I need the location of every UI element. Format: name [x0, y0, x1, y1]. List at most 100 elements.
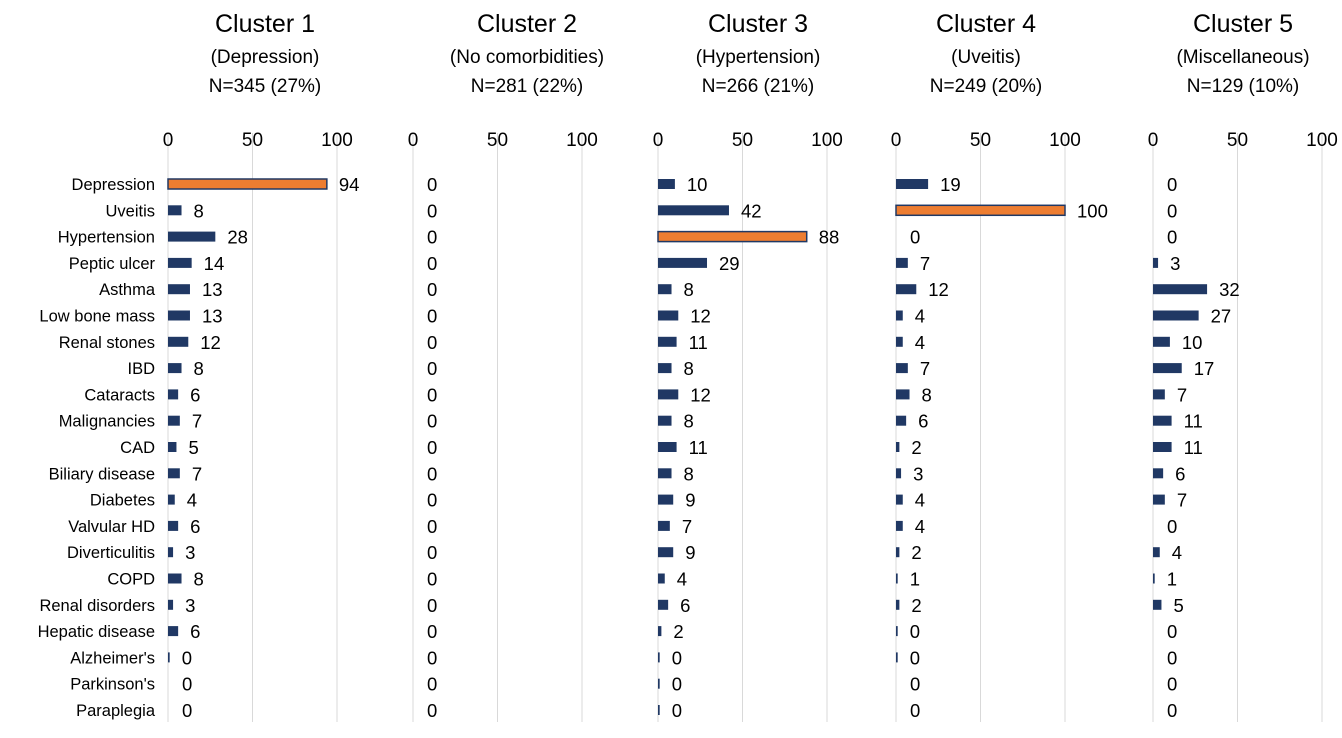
data-label: 9 [685, 490, 695, 511]
data-label: 12 [200, 332, 221, 353]
data-label: 3 [1170, 253, 1180, 274]
data-label: 0 [910, 621, 920, 642]
bar [168, 626, 179, 637]
data-label: 3 [185, 595, 195, 616]
data-label: 0 [910, 647, 920, 668]
bar [168, 547, 174, 558]
highlight-bar [167, 178, 328, 190]
data-label: 5 [188, 437, 198, 458]
category-label: Alzheimer's [70, 649, 155, 667]
data-label: 6 [918, 411, 928, 432]
category-label: Diverticulitis [67, 544, 155, 562]
highlight-bar [657, 230, 808, 243]
x-tick-label: 100 [321, 130, 353, 151]
bar [658, 442, 677, 452]
data-label: 7 [1177, 490, 1187, 511]
data-label: 11 [1184, 437, 1203, 458]
data-label: 17 [1194, 358, 1215, 379]
data-label: 8 [194, 569, 204, 590]
data-label: 0 [427, 542, 437, 563]
panel-n-label: N=281 (22%) [471, 76, 583, 97]
x-tick-label: 100 [811, 130, 843, 151]
data-label: 12 [928, 279, 949, 300]
data-label: 7 [682, 516, 692, 537]
bar [896, 415, 907, 426]
data-label: 0 [1167, 700, 1177, 721]
data-label: 10 [687, 174, 708, 195]
data-label: 0 [427, 595, 437, 616]
data-label: 0 [1167, 516, 1177, 537]
data-label: 0 [1167, 647, 1177, 668]
bar [658, 205, 729, 216]
bar [1153, 257, 1159, 268]
bar [896, 284, 917, 295]
bar [896, 652, 898, 663]
data-label: 0 [1167, 674, 1177, 695]
data-label: 11 [1184, 411, 1203, 432]
panel-title: Cluster 2 [477, 10, 577, 38]
data-label: 4 [915, 306, 925, 327]
bar [1153, 415, 1172, 426]
data-label: 0 [672, 700, 682, 721]
bar [896, 179, 929, 189]
bar [896, 520, 903, 531]
bar [1153, 284, 1208, 295]
bar [658, 284, 672, 295]
x-tick-label: 50 [970, 130, 991, 151]
data-label: 0 [672, 647, 682, 668]
data-label: 0 [427, 384, 437, 405]
data-label: 0 [427, 700, 437, 721]
bar [1153, 336, 1170, 347]
category-label: Low bone mass [39, 308, 155, 326]
data-label: 8 [684, 279, 694, 300]
x-tick-label: 50 [732, 130, 753, 151]
bar [168, 231, 216, 242]
highlight-bar [895, 204, 1066, 217]
data-label: 0 [1167, 174, 1177, 195]
bar [1153, 547, 1160, 558]
bar [168, 520, 179, 531]
data-label: 13 [202, 279, 223, 300]
data-label: 0 [427, 332, 437, 353]
data-label: 32 [1219, 279, 1240, 300]
bar [658, 336, 677, 347]
bar [168, 284, 190, 295]
data-label: 0 [910, 700, 920, 721]
bar [658, 415, 672, 426]
data-label: 0 [1167, 621, 1177, 642]
data-label: 100 [1077, 200, 1108, 221]
x-tick-label: 0 [891, 130, 902, 151]
x-tick-label: 100 [1306, 130, 1338, 151]
category-label: Parkinson's [70, 676, 155, 694]
bar [658, 520, 670, 531]
category-label: Hypertension [58, 229, 155, 247]
bar [658, 389, 679, 400]
x-tick-label: 50 [242, 130, 263, 151]
data-label: 0 [427, 358, 437, 379]
bar [896, 468, 902, 479]
data-label: 8 [194, 358, 204, 379]
category-label: Hepatic disease [38, 623, 155, 641]
data-label: 14 [204, 253, 225, 274]
category-label: Asthma [99, 281, 156, 299]
bar [658, 626, 662, 637]
bar [168, 205, 182, 216]
data-label: 4 [1172, 542, 1182, 563]
panel-subtitle: (Hypertension) [696, 47, 821, 68]
data-label: 6 [190, 621, 200, 642]
bar [896, 257, 908, 268]
data-label: 11 [689, 437, 708, 458]
bar [168, 310, 190, 321]
data-label: 7 [192, 411, 202, 432]
data-label: 0 [182, 674, 192, 695]
category-label: Cataracts [84, 386, 155, 404]
bar [1153, 599, 1162, 610]
data-label: 27 [1211, 306, 1232, 327]
bar [1153, 494, 1165, 505]
bar [168, 415, 180, 426]
data-label: 42 [741, 200, 762, 221]
panel-title: Cluster 1 [215, 10, 315, 38]
data-label: 0 [910, 227, 920, 248]
bar [168, 573, 182, 584]
